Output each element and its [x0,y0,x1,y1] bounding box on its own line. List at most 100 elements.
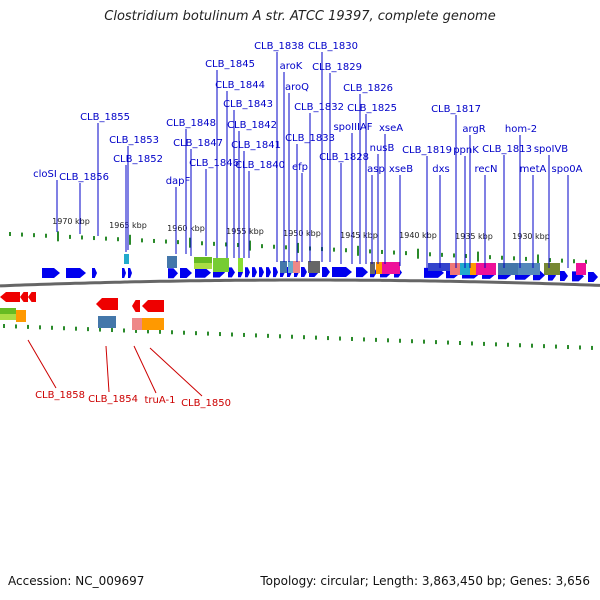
forward-gene-label: spo0A [552,164,583,175]
feature-box [376,262,382,274]
feature-box [470,263,476,275]
forward-gene-arrow [180,267,192,278]
reverse-feature-box [16,310,26,322]
feature-box [428,263,450,271]
reverse-feature-box [142,318,164,330]
reverse-feature-box [0,308,16,314]
reverse-gene-arrow [96,298,118,310]
forward-gene-label: spoIIIAF [333,122,372,133]
forward-gene-label: efp [292,162,308,173]
forward-gene-arrow [301,267,307,278]
feature-box [213,258,229,272]
scale-label: 1930 kbp [512,232,550,241]
forward-gene-arrow [128,268,132,278]
accession-text: Accession: NC_009697 [8,574,145,588]
feature-box [518,263,540,275]
feature-box [194,263,212,269]
forward-gene-arrow [195,267,211,278]
forward-gene-arrow [266,267,271,278]
forward-gene-arrow [259,267,264,278]
forward-gene-label: CLB_1856 [59,172,109,183]
feature-box [498,263,518,275]
scale-label: 1970 kbp [52,217,90,226]
forward-gene-arrow [228,267,235,278]
forward-gene-label: CLB_1832 [294,102,344,113]
feature-box [124,254,129,264]
forward-gene-label: CLB_1841 [231,140,281,151]
forward-gene-label: aroQ [285,82,309,93]
feature-box [288,261,293,273]
forward-gene-label: CLB_1843 [223,99,273,110]
forward-gene-arrow [42,268,60,278]
forward-gene-label: CLB_1844 [215,80,265,91]
forward-gene-label: CLB_1819 [402,145,452,156]
feature-box [308,261,320,273]
scale-label: 1935 kbp [455,232,493,241]
forward-gene-label: dxs [432,164,449,175]
feature-box [167,256,177,268]
forward-gene-label: ppnK [453,145,479,156]
forward-gene-label: asp [367,164,385,175]
reverse-gene-arrow [20,292,28,302]
map-title: Clostridium botulinum A str. ATCC 19397,… [104,9,496,24]
forward-gene-arrow [122,268,126,278]
forward-gene-label: CLB_1829 [312,62,362,73]
reverse-gene-arrow [0,292,20,302]
forward-gene-label: CLB_1846 [189,158,239,169]
forward-gene-label: CLB_1840 [235,160,285,171]
forward-gene-label: metA [520,164,547,175]
genome-backbone [0,278,600,288]
forward-gene-arrow [332,267,352,278]
feature-box [476,263,496,275]
forward-gene-label: CLB_1853 [109,135,159,146]
feature-box [280,261,287,273]
forward-gene-label: spoIVB [534,144,568,155]
reverse-gene-label: truA-1 [145,395,176,406]
feature-box [576,263,586,275]
forward-gene-label: CLB_1847 [173,138,223,149]
scale-label: 1940 kbp [399,231,437,240]
feature-box [293,261,300,273]
reverse-label-leader [133,345,157,394]
forward-gene-label: CLB_1817 [431,104,481,115]
forward-gene-label: CLB_1852 [113,154,163,165]
forward-gene-arrow [560,271,568,282]
forward-gene-label: CLB_1825 [347,103,397,114]
forward-gene-label: CLB_1845 [205,59,255,70]
reverse-feature-box [98,316,116,328]
reverse-gene-label: CLB_1854 [88,394,138,405]
forward-gene-arrow [245,267,250,278]
feature-box [370,262,375,274]
forward-gene-label: CLB_1838 [254,41,304,52]
forward-gene-arrow [356,267,368,278]
forward-gene-label: xseA [379,123,403,134]
reverse-label-leader [149,347,203,397]
forward-gene-arrow [322,267,330,278]
forward-gene-label: dapF [166,176,191,187]
reverse-feature-box [0,314,16,320]
forward-gene-arrow [273,267,278,278]
reverse-gene-label: CLB_1858 [35,390,85,401]
reverse-gene-arrow [132,300,140,312]
reverse-gene-label: CLB_1850 [181,398,231,409]
forward-gene-arrow [588,271,598,282]
scale-label: 1945 kbp [340,231,378,240]
forward-gene-arrow [252,267,257,278]
scale-label: 1955 kbp [226,227,264,236]
feature-box [238,258,243,272]
forward-gene-label: CLB_1830 [308,41,358,52]
feature-box [382,262,400,274]
forward-gene-label: argR [462,124,485,135]
feature-box [460,263,470,275]
forward-gene-label: CLB_1813 [482,144,532,155]
forward-gene-arrow [66,268,86,278]
forward-gene-label: CLB_1848 [166,118,216,129]
reverse-label-leader [27,339,57,389]
reverse-label-leader [105,345,110,393]
forward-gene-arrow [92,268,97,278]
reverse-gene-arrow [28,292,36,302]
feature-box [544,263,560,275]
forward-gene-label: CLB_1855 [80,112,130,123]
